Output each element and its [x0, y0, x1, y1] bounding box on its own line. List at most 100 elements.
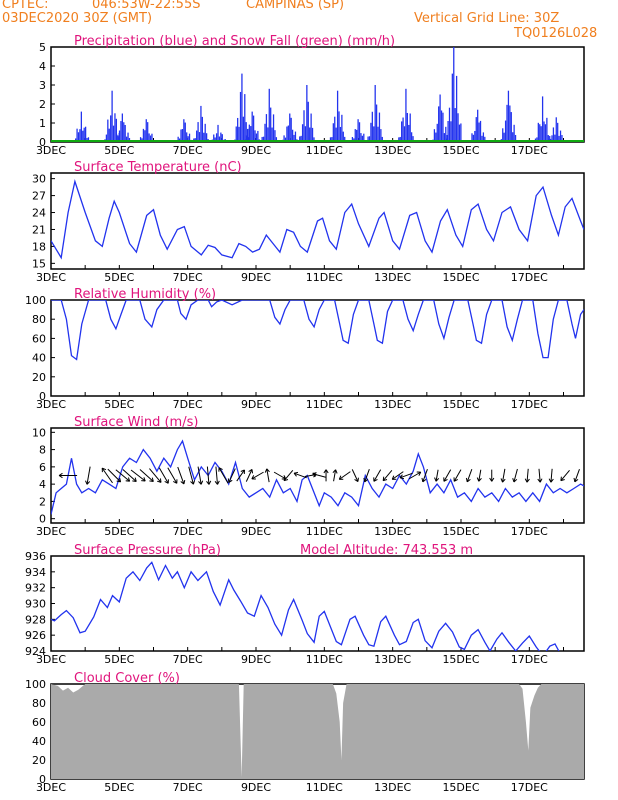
precip-bar	[537, 122, 539, 142]
wind-arrow	[408, 471, 422, 480]
precip-bar	[251, 111, 253, 142]
precip-bar	[507, 90, 510, 142]
precip-bar	[408, 124, 410, 142]
wind-ytick-label: 8	[39, 444, 46, 457]
wind-arrow-head	[489, 477, 493, 482]
wind-xtick-label: 5DEC	[104, 525, 134, 538]
precip-bar	[203, 132, 205, 142]
wind-arrow-shaft	[177, 466, 185, 485]
precip-bar	[114, 113, 116, 142]
temp-xtick-label: 9DEC	[241, 271, 271, 284]
wind-arrow-head	[332, 469, 336, 474]
precip-bar	[358, 122, 361, 142]
precip-bar	[512, 132, 514, 142]
wind-arrow-head	[491, 477, 495, 482]
precip-bar	[454, 108, 456, 142]
precip-bar	[301, 124, 304, 142]
precip-ytick-label: 1	[39, 117, 46, 130]
wind-xtick-label: 9DEC	[241, 525, 271, 538]
precip-bar	[342, 131, 344, 142]
precip-bar	[218, 136, 221, 142]
precip-bar	[107, 119, 109, 142]
wind-arrow-shaft	[304, 473, 317, 478]
wind-arrow-head	[180, 481, 185, 485]
wind-arrow-shaft	[236, 469, 245, 482]
precip-bar	[303, 110, 305, 142]
wind-xtick-label: 13DEC	[374, 525, 411, 538]
wind-arrow-head	[434, 477, 437, 482]
precip-bar	[241, 73, 243, 142]
precip-bar	[267, 127, 269, 142]
precip-bar	[310, 113, 312, 142]
wind-arrow	[197, 466, 204, 485]
precip-xtick-label: 17DEC	[511, 144, 548, 157]
wind-arrow-head	[560, 478, 565, 482]
precip-bar	[356, 129, 358, 142]
precip-bar	[110, 115, 112, 142]
wind-arrow-shaft	[339, 471, 351, 480]
precip-bar	[475, 117, 477, 142]
wind-arrow-head	[312, 473, 316, 478]
wind-arrow	[312, 472, 326, 478]
precip-ytick-label: 2	[39, 98, 46, 111]
wind-arrow-shaft	[351, 469, 359, 482]
precip-bar	[304, 126, 307, 142]
wind-arrow-head	[293, 471, 299, 474]
wind-arrow-shaft	[215, 466, 218, 485]
precip-bar	[148, 133, 150, 142]
wind-arrow-head	[228, 479, 233, 483]
precip-bar	[439, 94, 441, 142]
precip-bar	[235, 126, 237, 142]
wind-arrow-shaft	[130, 469, 146, 482]
precip-bar	[293, 134, 295, 142]
precip-xtick-label: 11DEC	[306, 144, 343, 157]
precip-bar	[220, 132, 222, 142]
precip-bar	[399, 136, 401, 142]
wind-arrow-head	[338, 475, 342, 480]
cloud-xtick-label: 13DEC	[374, 781, 411, 794]
temp-ytick-label: 30	[32, 173, 46, 186]
wind-arrow-shaft	[435, 469, 439, 482]
wind-arrow	[560, 470, 570, 482]
wind-arrow-shaft	[399, 472, 413, 479]
precip-bar	[214, 137, 216, 142]
cloud-xtick-label: 17DEC	[511, 781, 548, 794]
precip-bar	[181, 129, 184, 142]
precip-bar	[299, 136, 301, 142]
precip-bar	[246, 128, 249, 142]
precip-xtick-label: 5DEC	[104, 144, 134, 157]
wind-arrow-head	[251, 469, 254, 474]
precip-bar	[344, 136, 346, 142]
precip-bar	[374, 85, 376, 142]
precip-bar	[213, 134, 215, 142]
pres-panel: 924 926 928 930 932 934 936 3DEC 5DEC 7DEC 9DEC 11D…	[25, 543, 585, 666]
wind-arrow-head	[465, 477, 468, 482]
rh-xtick-label: 17DEC	[511, 398, 548, 411]
precip-bar	[215, 133, 218, 142]
precip-bar	[471, 133, 473, 142]
wind-arrow-head	[134, 477, 137, 482]
precip-bar	[198, 132, 201, 142]
wind-plot	[51, 439, 584, 515]
precip-bar	[377, 126, 379, 142]
rh-ytick-label: 60	[32, 332, 46, 345]
precip-bar	[514, 134, 517, 142]
wind-arrow-head	[382, 476, 385, 481]
precip-bar	[294, 131, 297, 142]
precip-bar	[125, 136, 128, 142]
precip-bar	[338, 111, 340, 142]
precip-bar	[252, 115, 255, 142]
precip-bar	[502, 128, 504, 142]
wind-arrow-shaft	[149, 468, 162, 483]
precip-bar	[447, 121, 449, 142]
precip-bar	[536, 137, 538, 142]
wind-arrow	[101, 467, 113, 484]
wind-arrow-shaft	[550, 468, 553, 483]
precip-bar	[108, 128, 110, 142]
precip-bar	[79, 129, 81, 142]
header-coords: 046:53W-22:55S	[92, 0, 201, 12]
wind-arrow-head	[132, 480, 137, 483]
wind-arrow-head	[391, 475, 395, 480]
wind-arrow-head	[58, 475, 63, 479]
wind-arrow-shaft	[251, 471, 264, 480]
